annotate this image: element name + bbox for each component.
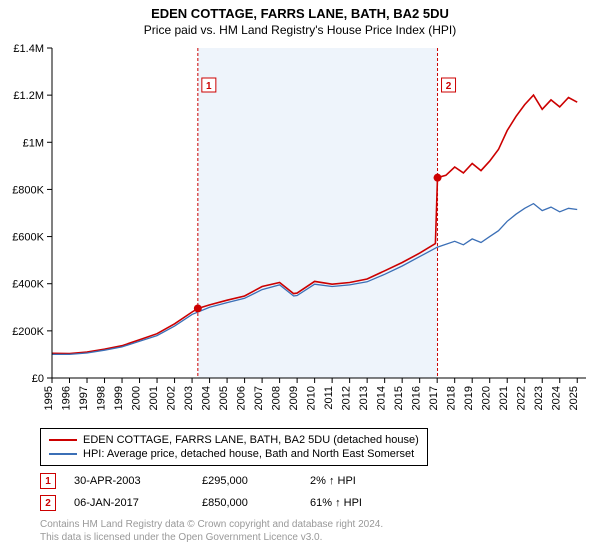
svg-text:2000: 2000 bbox=[131, 386, 143, 410]
legend-label-hpi: HPI: Average price, detached house, Bath… bbox=[83, 448, 414, 460]
chart-subtitle: Price paid vs. HM Land Registry's House … bbox=[0, 21, 600, 37]
legend-box: EDEN COTTAGE, FARRS LANE, BATH, BA2 5DU … bbox=[40, 428, 428, 466]
svg-text:2005: 2005 bbox=[218, 386, 230, 410]
svg-text:£600K: £600K bbox=[12, 232, 44, 244]
sales-table: 1 30-APR-2003 £295,000 2% ↑ HPI 2 06-JAN… bbox=[40, 470, 410, 514]
sale-date-1: 30-APR-2003 bbox=[74, 475, 184, 487]
svg-text:2008: 2008 bbox=[271, 386, 283, 410]
sale-delta-1: 2% ↑ HPI bbox=[310, 475, 410, 487]
svg-text:1996: 1996 bbox=[61, 386, 73, 410]
svg-text:£200K: £200K bbox=[12, 326, 44, 338]
svg-text:2016: 2016 bbox=[411, 386, 423, 410]
svg-text:2013: 2013 bbox=[358, 386, 370, 410]
svg-text:1999: 1999 bbox=[113, 386, 125, 410]
attribution-line-1: Contains HM Land Registry data © Crown c… bbox=[40, 518, 383, 531]
svg-text:£400K: £400K bbox=[12, 279, 44, 291]
svg-text:2025: 2025 bbox=[568, 386, 580, 410]
legend-swatch-hpi bbox=[49, 453, 77, 455]
legend-label-property: EDEN COTTAGE, FARRS LANE, BATH, BA2 5DU … bbox=[83, 434, 419, 446]
sale-marker-2: 2 bbox=[40, 495, 56, 511]
svg-text:2015: 2015 bbox=[393, 386, 405, 410]
sale-row-2: 2 06-JAN-2017 £850,000 61% ↑ HPI bbox=[40, 492, 410, 514]
sale-price-2: £850,000 bbox=[202, 497, 292, 509]
svg-text:2017: 2017 bbox=[428, 386, 440, 410]
svg-text:2022: 2022 bbox=[516, 386, 528, 410]
svg-text:1: 1 bbox=[206, 81, 212, 92]
chart-title: EDEN COTTAGE, FARRS LANE, BATH, BA2 5DU bbox=[0, 0, 600, 21]
svg-text:£1.2M: £1.2M bbox=[13, 90, 44, 102]
svg-text:£800K: £800K bbox=[12, 184, 44, 196]
sale-date-2: 06-JAN-2017 bbox=[74, 497, 184, 509]
svg-text:2011: 2011 bbox=[323, 386, 335, 410]
svg-text:2019: 2019 bbox=[463, 386, 475, 410]
svg-text:£0: £0 bbox=[32, 373, 44, 385]
svg-text:1997: 1997 bbox=[78, 386, 90, 410]
chart-area: £0 £200K £400K £600K £800K £1M £1.2M £1.4M 1995 1… bbox=[0, 40, 600, 420]
attribution-line-2: This data is licensed under the Open Gov… bbox=[40, 531, 383, 544]
sale-delta-2: 61% ↑ HPI bbox=[310, 497, 410, 509]
sale-price-1: £295,000 bbox=[202, 475, 292, 487]
svg-text:2003: 2003 bbox=[183, 386, 195, 410]
svg-text:2023: 2023 bbox=[533, 386, 545, 410]
svg-text:2: 2 bbox=[446, 81, 452, 92]
svg-text:2001: 2001 bbox=[148, 386, 160, 410]
svg-text:2014: 2014 bbox=[376, 386, 388, 410]
line-chart-svg: £0 £200K £400K £600K £800K £1M £1.2M £1.4M 1995 1… bbox=[0, 40, 600, 420]
svg-text:2002: 2002 bbox=[166, 386, 178, 410]
sale-marker-1: 1 bbox=[40, 473, 56, 489]
svg-text:2021: 2021 bbox=[498, 386, 510, 410]
legend-item-property: EDEN COTTAGE, FARRS LANE, BATH, BA2 5DU … bbox=[49, 433, 419, 447]
svg-text:2006: 2006 bbox=[236, 386, 248, 410]
svg-text:2024: 2024 bbox=[551, 386, 563, 410]
legend-swatch-property bbox=[49, 439, 77, 441]
svg-text:1995: 1995 bbox=[43, 386, 55, 410]
sale-row-1: 1 30-APR-2003 £295,000 2% ↑ HPI bbox=[40, 470, 410, 492]
svg-text:2004: 2004 bbox=[201, 386, 213, 410]
svg-text:2020: 2020 bbox=[481, 386, 493, 410]
attribution-text: Contains HM Land Registry data © Crown c… bbox=[40, 518, 383, 544]
svg-text:2007: 2007 bbox=[253, 386, 265, 410]
svg-text:£1.4M: £1.4M bbox=[13, 43, 44, 55]
legend-item-hpi: HPI: Average price, detached house, Bath… bbox=[49, 447, 419, 461]
svg-text:2012: 2012 bbox=[341, 386, 353, 410]
svg-text:2018: 2018 bbox=[446, 386, 458, 410]
svg-text:1998: 1998 bbox=[96, 386, 108, 410]
svg-text:£1M: £1M bbox=[23, 137, 44, 149]
svg-text:2009: 2009 bbox=[288, 386, 300, 410]
svg-text:2010: 2010 bbox=[306, 386, 318, 410]
